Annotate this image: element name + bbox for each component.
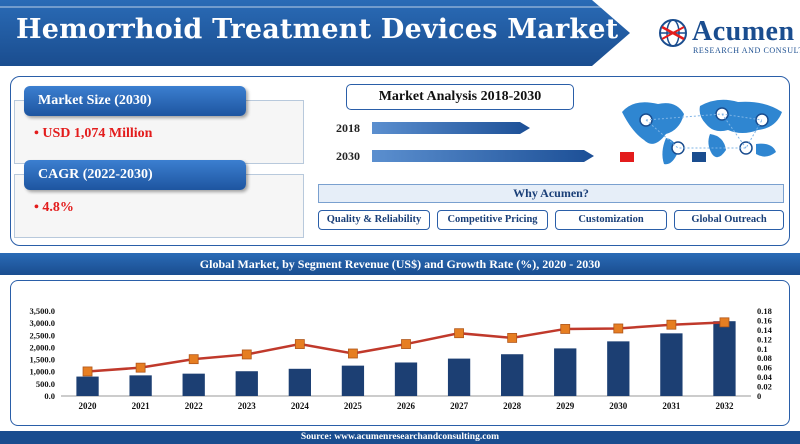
y-right-tick-label: 0.14	[757, 325, 773, 335]
globe-logo-icon	[659, 19, 687, 47]
growth-rate-marker	[294, 339, 305, 349]
x-tick-label: 2026	[397, 401, 416, 411]
x-tick-label: 2030	[609, 401, 628, 411]
growth-rate-marker	[135, 362, 146, 373]
y-right-tick-label: 0.12	[757, 334, 772, 344]
analysis-bar-2030	[372, 150, 594, 162]
y-left-tick-label: 2,000.0	[30, 342, 56, 352]
x-tick-label: 2028	[503, 401, 522, 411]
y-right-tick-label: 0.06	[757, 363, 772, 373]
bar	[182, 373, 205, 396]
bar	[129, 375, 152, 396]
x-tick-label: 2023	[238, 401, 257, 411]
x-tick-label: 2024	[291, 401, 310, 411]
growth-rate-marker	[507, 333, 518, 343]
x-tick-label: 2022	[185, 401, 204, 411]
bar	[341, 365, 365, 396]
y-left-tick-label: 3,500.0	[30, 306, 56, 316]
bar	[76, 376, 99, 396]
growth-rate-marker	[188, 354, 199, 365]
x-tick-label: 2032	[715, 401, 734, 411]
x-tick-label: 2029	[556, 401, 575, 411]
y-left-tick-label: 500.0	[36, 379, 55, 389]
bar	[447, 358, 471, 396]
logo-name: Acumen	[692, 16, 795, 47]
y-left-tick-label: 0.0	[44, 391, 55, 401]
chart-title: Global Market, by Segment Revenue (US$) …	[0, 253, 800, 275]
chart-panel: 0.0 500.0 1,000.0 1,500.0 2,000.0 2,500.0 3,00…	[10, 280, 790, 426]
analysis-bar-2018	[372, 122, 530, 134]
y-right-tick-label: 0.02	[757, 382, 772, 392]
analysis-bar-label-2030: 2030	[336, 149, 360, 163]
y-right-tick-label: 0.08	[757, 353, 772, 363]
logo-subtitle: RESEARCH AND CONSULTING	[693, 46, 800, 55]
bar	[235, 371, 258, 396]
analysis-bar-label-2018: 2018	[336, 121, 360, 135]
bar	[288, 368, 311, 396]
y-right-tick-label: 0	[757, 391, 761, 401]
y-left-tick-label: 3,000.0	[30, 318, 56, 328]
y-left-tick-label: 1,500.0	[30, 355, 56, 365]
bar	[554, 348, 577, 396]
cagr-label: CAGR (2022-2030)	[24, 160, 246, 190]
x-tick-label: 2021	[132, 401, 151, 411]
bar	[713, 321, 736, 396]
why-item-pricing[interactable]: Competitive Pricing	[437, 210, 548, 230]
growth-rate-marker	[613, 323, 624, 334]
x-tick-label: 2020	[79, 401, 98, 411]
x-tick-label: 2025	[344, 401, 363, 411]
growth-rate-marker	[82, 366, 93, 377]
growth-rate-marker	[454, 328, 464, 339]
why-item-customization[interactable]: Customization	[555, 210, 667, 230]
bar	[660, 333, 683, 396]
growth-rate-marker	[719, 317, 730, 328]
x-tick-label: 2031	[662, 401, 681, 411]
y-right-tick-label: 0.16	[757, 315, 772, 325]
acumen-logo: Acumen RESEARCH AND CONSULTING	[658, 16, 800, 58]
y-right-tick-label: 0.04	[757, 372, 773, 382]
source-footer: Source: www.acumenresearchandconsulting.…	[0, 431, 800, 444]
y-right-tick-label: 0.1	[757, 344, 768, 354]
x-tick-label: 2027	[450, 401, 469, 411]
why-item-quality[interactable]: Quality & Reliability	[318, 210, 430, 230]
bar	[501, 354, 524, 396]
market-size-label: Market Size (2030)	[24, 86, 246, 116]
bar	[394, 362, 418, 396]
y-left-tick-label: 1,000.0	[30, 367, 56, 377]
y-right-tick-label: 0.18	[757, 306, 772, 316]
revenue-chart: 0.0 500.0 1,000.0 1,500.0 2,000.0 2,500.0 3,00…	[30, 306, 773, 411]
growth-rate-marker	[241, 349, 252, 360]
market-size-value-text: USD 1,074 Million	[42, 126, 153, 141]
analysis-title: Market Analysis 2018-2030	[346, 84, 574, 110]
world-network-illustration	[620, 99, 782, 165]
page-title: Hemorrhoid Treatment Devices Market	[16, 14, 619, 45]
why-item-outreach[interactable]: Global Outreach	[674, 210, 784, 230]
y-left-tick-label: 2,500.0	[30, 330, 56, 340]
cagr-value-text: 4.8%	[42, 200, 74, 215]
header-band	[0, 0, 630, 66]
bar	[607, 341, 630, 396]
growth-rate-marker	[560, 324, 571, 334]
growth-rate-marker	[401, 339, 411, 349]
growth-rate-marker	[348, 348, 358, 359]
why-acumen-title: Why Acumen?	[318, 184, 784, 203]
market-size-value: • USD 1,074 Million	[34, 126, 153, 141]
growth-rate-marker	[666, 319, 677, 330]
cagr-value: • 4.8%	[34, 200, 74, 215]
